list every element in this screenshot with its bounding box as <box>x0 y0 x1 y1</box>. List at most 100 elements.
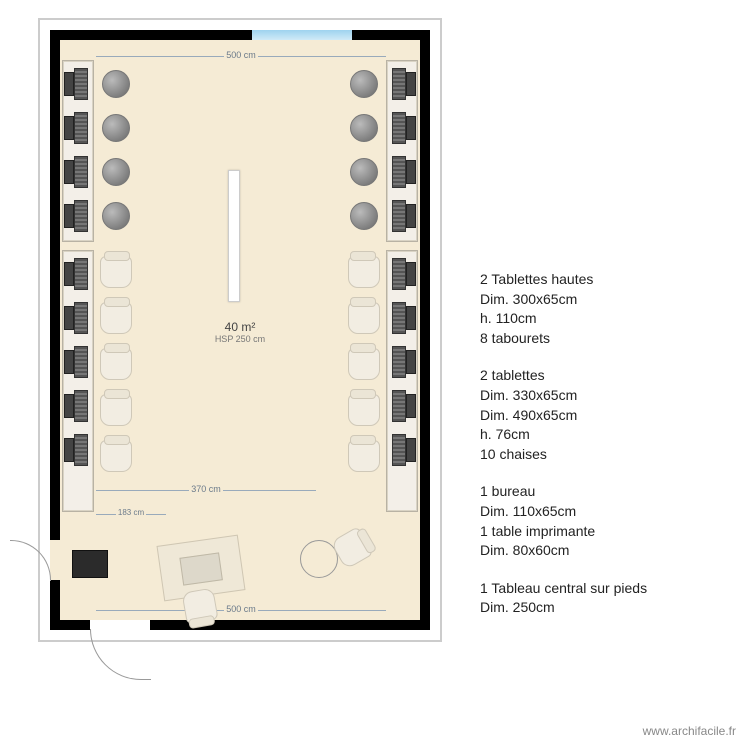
legend-line: Dim. 330x65cm <box>480 387 577 403</box>
workstation <box>64 388 88 422</box>
workstation <box>392 256 416 290</box>
legend-line: 1 bureau <box>480 483 535 499</box>
monitor-icon <box>64 438 74 462</box>
legend-block: 1 bureauDim. 110x65cm1 table imprimanteD… <box>480 482 720 560</box>
stool <box>102 202 130 230</box>
legend-line: Dim. 250cm <box>480 599 555 615</box>
round-stand <box>300 540 338 578</box>
keyboard-icon <box>392 302 406 334</box>
workstation <box>392 388 416 422</box>
keyboard-icon <box>74 112 88 144</box>
workstation <box>64 344 88 378</box>
legend-line: 1 Tableau central sur pieds <box>480 580 647 596</box>
dim-top: 500 cm <box>96 56 386 67</box>
door-arc-icon <box>90 629 151 680</box>
workstation <box>392 154 416 188</box>
monitor-icon <box>64 204 74 228</box>
dim-bot: 500 cm <box>96 610 386 621</box>
area-label: 40 m² HSP 250 cm <box>200 320 280 344</box>
legend-line: 2 Tablettes hautes <box>480 271 593 287</box>
monitor-icon <box>64 116 74 140</box>
whiteboard <box>228 170 240 302</box>
wall-right <box>420 30 430 630</box>
workstation <box>392 198 416 232</box>
keyboard-icon <box>392 434 406 466</box>
workstation <box>64 300 88 334</box>
monitor-icon <box>64 72 74 96</box>
legend-line: h. 110cm <box>480 310 537 326</box>
stool <box>102 70 130 98</box>
watermark-text: www.archifacile.fr <box>643 724 736 738</box>
keyboard-icon <box>392 200 406 232</box>
wall-top <box>50 30 430 40</box>
monitor-icon <box>64 160 74 184</box>
dim-label: 500 cm <box>224 50 258 60</box>
stage: 40 m² HSP 250 cm 500 cm 370 cm 500 cm 18… <box>0 0 750 750</box>
stool <box>102 114 130 142</box>
chair <box>348 256 380 288</box>
chair <box>348 348 380 380</box>
workstation <box>392 66 416 100</box>
workstation <box>64 66 88 100</box>
stool <box>350 70 378 98</box>
watermark: www.archifacile.fr <box>643 724 736 738</box>
keyboard-icon <box>392 112 406 144</box>
door-left-opening <box>50 540 60 580</box>
chair <box>100 348 132 380</box>
chair <box>100 302 132 334</box>
legend-block: 1 Tableau central sur pieds Dim. 250cm <box>480 579 720 618</box>
keyboard-icon <box>74 434 88 466</box>
monitor-icon <box>406 160 416 184</box>
chair <box>100 256 132 288</box>
keyboard-icon <box>392 156 406 188</box>
keyboard-icon <box>74 346 88 378</box>
printer-table <box>72 550 108 578</box>
monitor-icon <box>406 204 416 228</box>
dim-label: 500 cm <box>224 604 258 614</box>
keyboard-icon <box>74 156 88 188</box>
workstation <box>64 432 88 466</box>
door-arc-icon <box>10 540 51 581</box>
legend-line: 8 tabourets <box>480 330 550 346</box>
monitor-icon <box>406 394 416 418</box>
keyboard-icon <box>392 258 406 290</box>
legend-line: Dim. 80x60cm <box>480 542 569 558</box>
workstation <box>64 154 88 188</box>
stool <box>102 158 130 186</box>
floor-plan: 40 m² HSP 250 cm 500 cm 370 cm 500 cm 18… <box>40 20 440 640</box>
keyboard-icon <box>74 68 88 100</box>
monitor-icon <box>406 72 416 96</box>
dim-183: 183 cm <box>96 514 166 524</box>
monitor-icon <box>406 262 416 286</box>
legend: 2 Tablettes hautes Dim. 300x65cm h. 110cm 8… <box>480 270 720 636</box>
window-top <box>250 30 354 40</box>
monitor-icon <box>406 306 416 330</box>
stool <box>350 114 378 142</box>
legend-line: 1 table imprimante <box>480 523 595 539</box>
area-value: 40 m² <box>225 320 256 334</box>
keyboard-icon <box>74 200 88 232</box>
desk-chair <box>181 587 218 624</box>
legend-line: 2 tablettes <box>480 367 545 383</box>
monitor-icon <box>64 394 74 418</box>
area-sub: HSP 250 cm <box>200 334 280 344</box>
chair <box>348 302 380 334</box>
keyboard-icon <box>74 302 88 334</box>
workstation <box>392 344 416 378</box>
chair <box>348 394 380 426</box>
dim-mid: 370 cm <box>96 490 316 501</box>
stool <box>350 158 378 186</box>
stool <box>350 202 378 230</box>
legend-block: 2 tablettes Dim. 330x65cm Dim. 490x65cm h. … <box>480 366 720 464</box>
legend-line: 10 chaises <box>480 446 547 462</box>
workstation <box>392 110 416 144</box>
monitor-icon <box>406 116 416 140</box>
legend-line: Dim. 490x65cm <box>480 407 577 423</box>
chair <box>100 394 132 426</box>
monitor-icon <box>406 350 416 374</box>
legend-line: h. 76cm <box>480 426 530 442</box>
legend-line: Dim. 300x65cm <box>480 291 577 307</box>
monitor-icon <box>64 262 74 286</box>
chair <box>100 440 132 472</box>
workstation <box>392 432 416 466</box>
